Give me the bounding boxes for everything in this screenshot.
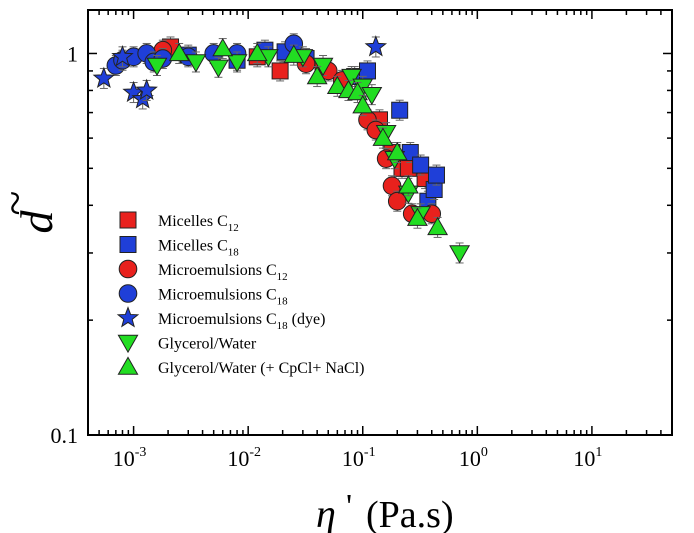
x-tick-label: 101	[573, 445, 602, 471]
series-4	[92, 35, 388, 110]
data-point	[412, 156, 430, 174]
x-axis-symbol: η	[316, 491, 336, 533]
legend-label-3: Microemulsions C18	[158, 287, 288, 308]
data-point	[92, 66, 116, 89]
data-point	[361, 86, 383, 106]
data-point	[449, 245, 471, 264]
data-point	[341, 68, 363, 88]
legend-marker-3	[118, 284, 138, 303]
data-point	[427, 166, 445, 184]
legend-label-0: Micelles C12	[158, 213, 239, 234]
legend-marker-0	[119, 211, 137, 229]
data-point	[185, 54, 207, 73]
data-point	[427, 216, 449, 236]
data-point	[387, 191, 407, 211]
x-tick-label: 10-3	[113, 445, 147, 471]
data-point	[111, 45, 134, 67]
data-point	[352, 95, 374, 114]
legend: Micelles C12 Micelles C18 Microemulsions C…	[116, 211, 364, 377]
legend-marker-1	[119, 236, 137, 253]
x-tick-label: 10-1	[342, 445, 376, 471]
y-axis-label: d ~	[0, 191, 62, 234]
data-point	[271, 62, 289, 80]
data-point	[425, 181, 443, 199]
data-point	[168, 42, 190, 62]
series-6	[168, 37, 449, 238]
x-axis-prime: '	[346, 488, 352, 525]
data-point	[212, 37, 234, 57]
data-point	[391, 101, 409, 119]
plot-area: 10-3 10-2 10-1 100 101 0.1 1	[51, 9, 673, 471]
legend-label-4: Microemulsions C18 (dye)	[158, 311, 325, 332]
data-point	[146, 57, 168, 77]
data-point	[135, 78, 158, 101]
y-tick-label: 0.1	[51, 423, 79, 448]
y-axis-symbol: d	[11, 210, 62, 234]
data-series	[92, 33, 471, 264]
x-axis-unit: (Pa.s)	[366, 494, 454, 533]
data-point	[226, 54, 248, 73]
x-axis-label: η ' (Pa.s)	[316, 488, 454, 533]
data-point	[364, 35, 388, 57]
data-point	[372, 127, 394, 146]
x-tick-label: 100	[459, 445, 488, 471]
data-point	[283, 44, 305, 63]
legend-label-6: Glycerol/Water (+ CpCl+ NaCl)	[158, 360, 364, 377]
data-point	[306, 65, 328, 85]
y-axis-accent: ~	[0, 191, 40, 216]
y-tick-label: 1	[67, 41, 78, 66]
legend-marker-6	[117, 356, 139, 375]
tick-marks	[87, 10, 673, 436]
data-point	[326, 75, 348, 95]
legend-marker-5	[117, 334, 139, 354]
data-point	[246, 42, 268, 62]
legend-label-2: Microemulsions C12	[158, 262, 288, 283]
legend-marker-4	[116, 306, 140, 328]
data-point	[397, 175, 419, 194]
data-point	[207, 59, 229, 78]
data-point	[406, 207, 428, 226]
tick-labels: 10-3 10-2 10-1 100 101 0.1 1	[51, 41, 603, 471]
legend-marker-2	[118, 259, 138, 279]
plot-frame	[87, 9, 673, 436]
legend-label-1: Micelles C18	[158, 238, 239, 259]
data-point	[386, 141, 408, 161]
x-tick-label: 10-2	[227, 445, 261, 471]
legend-label-5: Glycerol/Water	[158, 336, 257, 353]
